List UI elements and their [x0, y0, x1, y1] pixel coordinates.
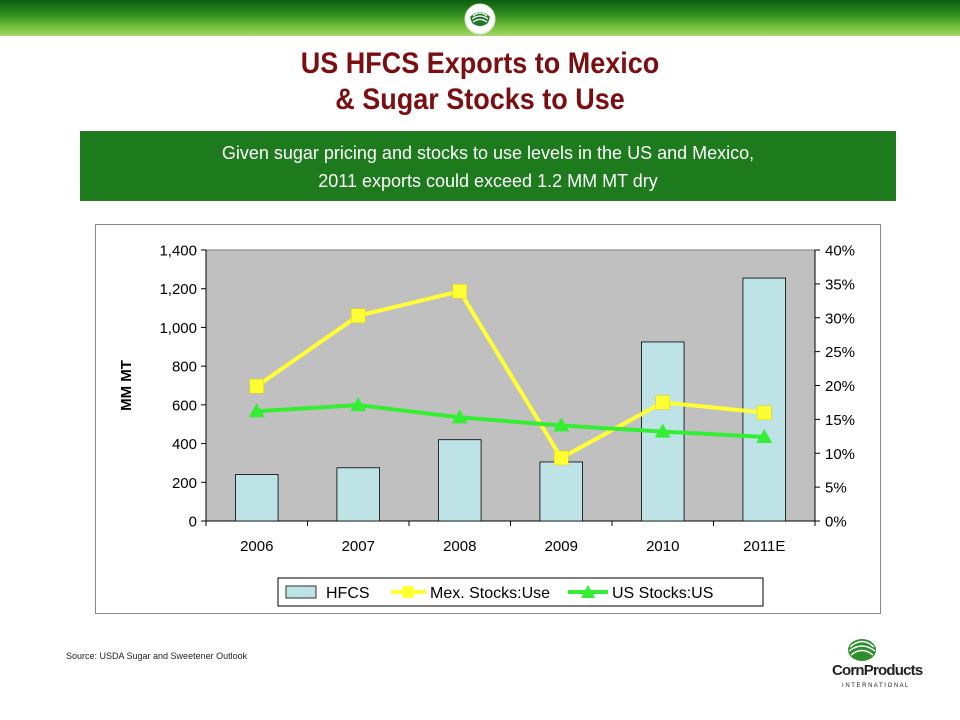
y2-tick-label: 10%: [825, 446, 855, 463]
logo-subtext: I N T E R N A T I O N A L: [842, 683, 909, 689]
y2-tick-label: 5%: [825, 480, 847, 497]
point-us-2010: [654, 423, 671, 438]
globe-logo-icon: [464, 3, 496, 35]
point-us-2007: [350, 397, 367, 412]
bar-hfcs-2006: [235, 474, 279, 522]
legend-swatch-hfcs: [285, 585, 317, 599]
point-us-2011E: [756, 428, 773, 443]
series-line-mex: [255, 289, 765, 460]
legend-marker-mex: [402, 586, 414, 598]
y2-tick-label: 20%: [825, 378, 855, 395]
x-tick-label: 2008: [443, 538, 476, 555]
summary-banner: Given sugar pricing and stocks to use le…: [80, 131, 896, 201]
point-mex-2010: [655, 395, 670, 410]
point-mex-2006: [249, 378, 264, 394]
title-line-1: US HFCS Exports to Mexico: [300, 47, 660, 80]
y2-tick-label: 40%: [825, 243, 855, 260]
x-tick-label: 2006: [240, 538, 273, 555]
logo-wordmark: CornProducts: [832, 662, 923, 679]
y2-tick-label: 0%: [825, 514, 847, 531]
point-mex-2009: [554, 450, 569, 466]
bar-hfcs-2007: [336, 467, 380, 522]
y2-tick-label: 25%: [825, 344, 855, 361]
y-tick-label: 1,200: [159, 281, 197, 298]
y-axis-title: MM MT: [118, 360, 135, 411]
y-tick-label: 200: [172, 475, 197, 492]
y-tick-label: 0: [189, 514, 197, 531]
combo-chart: 0 200 400 600 800 1,000 1,200 1,400 0% 5% 10% 15% 20…: [118, 243, 855, 607]
banner-line-2: 2011 exports could exceed 1.2 MM MT dry: [318, 171, 658, 191]
plot-area: [205, 249, 816, 522]
series-line-us: [256, 403, 765, 439]
source-note: Source: USDA Sugar and Sweetener Outlook: [66, 651, 248, 661]
bar-hfcs-2008: [438, 439, 482, 522]
point-us-2008: [451, 409, 468, 424]
legend-box: [277, 577, 764, 607]
y-tick-label: 400: [172, 436, 197, 453]
legend-marker-us: [581, 585, 595, 598]
bar-hfcs-2009: [539, 461, 583, 522]
x-tick-label: 2010: [646, 538, 679, 555]
y-tick-label: 1,000: [159, 320, 197, 337]
x-tick-label: 2011E: [743, 538, 785, 555]
y-tick-label: 600: [172, 397, 197, 414]
point-mex-2011E: [757, 405, 772, 420]
y-tick-label: 800: [172, 359, 197, 376]
title-line-2: & Sugar Stocks to Use: [335, 83, 625, 116]
point-mex-2007: [351, 308, 366, 323]
legend-label-us: US Stocks:US: [612, 585, 713, 602]
y2-tick-label: 30%: [825, 310, 855, 327]
page-title: US HFCS Exports to Mexico & Sugar Stocks…: [48, 46, 912, 118]
y2-tick-label: 35%: [825, 276, 855, 293]
point-mex-2008: [452, 284, 467, 299]
point-us-2006: [248, 403, 265, 418]
company-logo: CornProducts I N T E R N A T I O N A L: [832, 639, 924, 689]
y2-tick-label: 15%: [825, 412, 855, 429]
x-tick-label: 2007: [342, 538, 375, 555]
banner-line-1: Given sugar pricing and stocks to use le…: [221, 143, 755, 163]
bar-hfcs-2011E: [742, 277, 786, 522]
legend-label-mex: Mex. Stocks:Use: [430, 585, 550, 602]
y-tick-label: 1,400: [159, 243, 197, 260]
legend-label-hfcs: HFCS: [326, 585, 370, 602]
point-us-2009: [553, 417, 570, 432]
logo-globe-icon: [848, 639, 876, 661]
x-tick-label: 2009: [545, 538, 578, 555]
